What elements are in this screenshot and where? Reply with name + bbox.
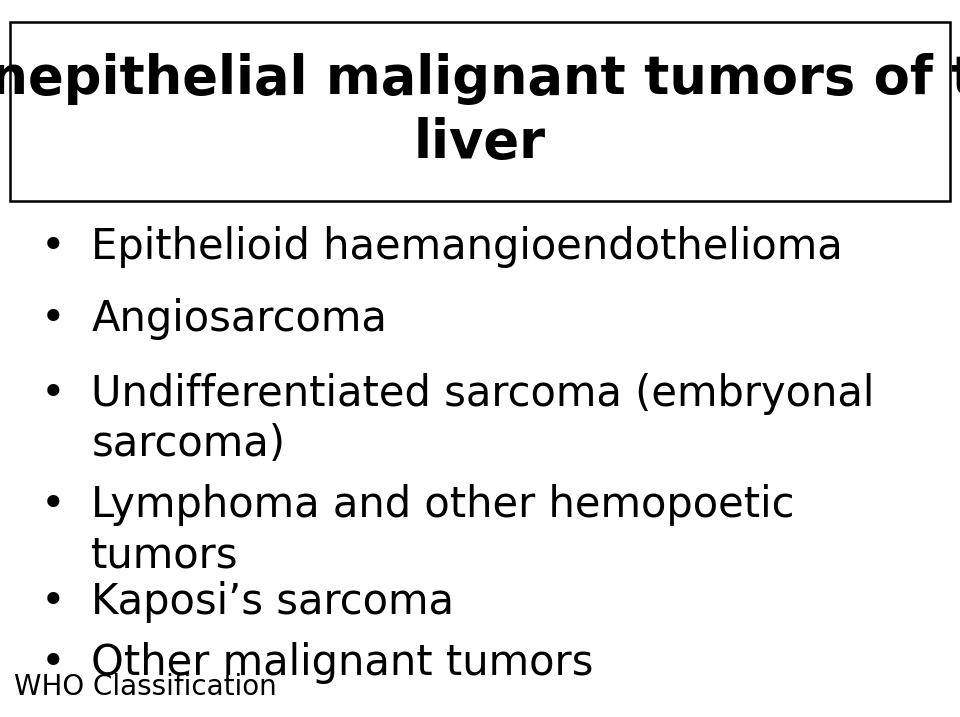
Text: Undifferentiated sarcoma (embryonal
sarcoma): Undifferentiated sarcoma (embryonal sarc… bbox=[91, 373, 875, 465]
Text: •: • bbox=[40, 581, 65, 623]
Text: Epithelioid haemangioendothelioma: Epithelioid haemangioendothelioma bbox=[91, 226, 843, 268]
Text: •: • bbox=[40, 373, 65, 415]
FancyBboxPatch shape bbox=[10, 22, 950, 201]
Text: Nonepithelial malignant tumors of the
liver: Nonepithelial malignant tumors of the li… bbox=[0, 53, 960, 169]
Text: Angiosarcoma: Angiosarcoma bbox=[91, 298, 387, 340]
Text: Other malignant tumors: Other malignant tumors bbox=[91, 642, 593, 684]
Text: •: • bbox=[40, 642, 65, 684]
Text: Lymphoma and other hemopoetic
tumors: Lymphoma and other hemopoetic tumors bbox=[91, 484, 795, 576]
Text: Kaposi’s sarcoma: Kaposi’s sarcoma bbox=[91, 581, 454, 623]
Text: •: • bbox=[40, 226, 65, 268]
Text: WHO Classification: WHO Classification bbox=[14, 673, 277, 701]
Text: •: • bbox=[40, 484, 65, 526]
Text: •: • bbox=[40, 298, 65, 340]
